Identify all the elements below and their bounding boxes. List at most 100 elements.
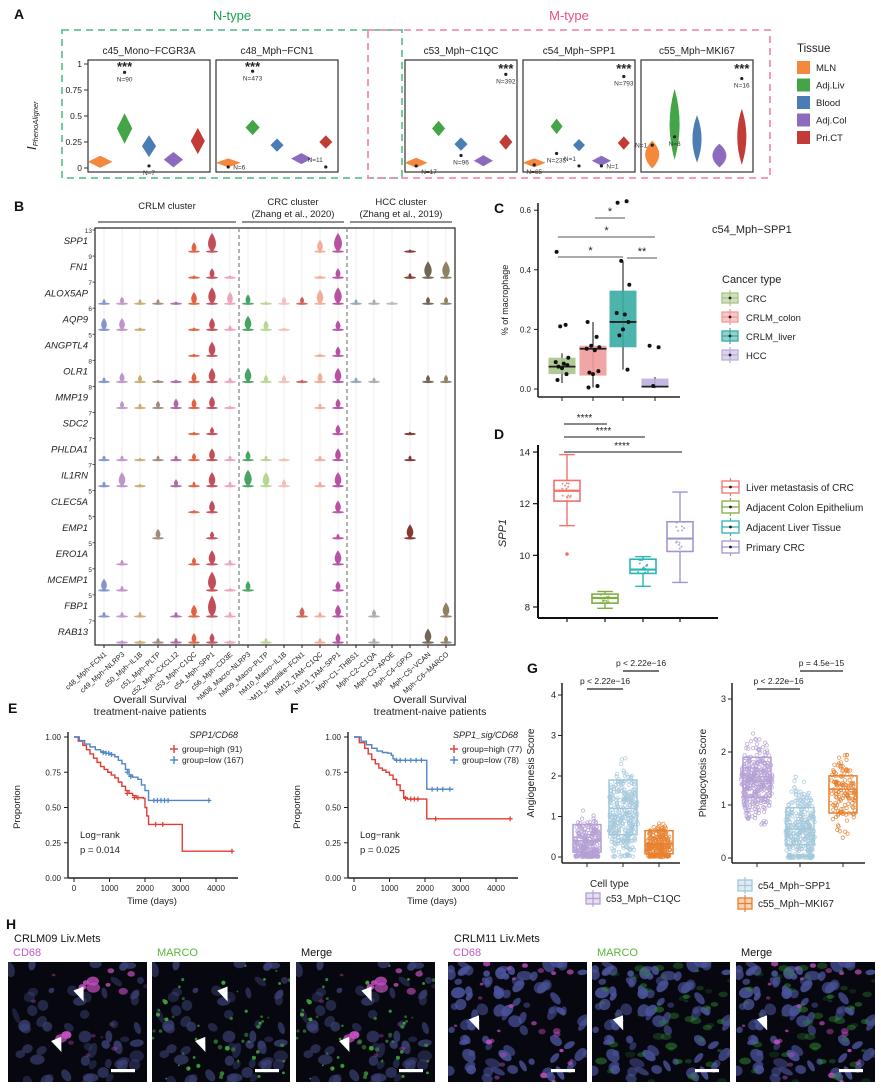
jitter-point bbox=[644, 567, 647, 570]
violin bbox=[156, 637, 160, 643]
marco-signal bbox=[639, 969, 652, 977]
x-tick-label: 2000 bbox=[416, 884, 434, 893]
violin bbox=[245, 119, 260, 136]
cd68-signal bbox=[537, 968, 545, 974]
nucleus bbox=[811, 1002, 819, 1008]
marco-signal bbox=[783, 969, 796, 977]
nucleus bbox=[205, 1069, 216, 1082]
jitter-point bbox=[851, 781, 856, 787]
micrograph-image bbox=[296, 962, 435, 1082]
nucleus bbox=[736, 969, 744, 980]
nucleus bbox=[507, 965, 516, 976]
jitter-point bbox=[760, 745, 766, 750]
nucleus bbox=[88, 1060, 97, 1070]
jitter-point bbox=[787, 855, 793, 860]
nucleus bbox=[28, 962, 36, 971]
scale-bar bbox=[695, 1069, 719, 1073]
violin bbox=[299, 296, 305, 304]
jitter-point bbox=[574, 854, 580, 859]
nucleus bbox=[79, 1009, 90, 1019]
violin bbox=[138, 403, 142, 408]
cd68-signal bbox=[840, 1027, 849, 1034]
nucleus bbox=[528, 1058, 535, 1065]
violin bbox=[174, 379, 178, 382]
violin bbox=[318, 275, 322, 278]
nucleus bbox=[424, 976, 432, 984]
nucleus bbox=[307, 1023, 319, 1034]
nucleus bbox=[89, 962, 102, 969]
cd68-signal bbox=[857, 1059, 862, 1062]
marco-signal bbox=[401, 1074, 405, 1078]
marco-signal bbox=[608, 1041, 619, 1048]
cd68-signal bbox=[479, 982, 484, 986]
nucleus bbox=[317, 1054, 333, 1065]
nucleus bbox=[367, 1009, 378, 1019]
y-axis-label: Proportion bbox=[292, 785, 303, 829]
shape bbox=[728, 334, 732, 338]
jitter-point bbox=[787, 845, 792, 850]
violin bbox=[101, 318, 107, 330]
violin bbox=[209, 448, 215, 461]
panelC-svg: 0.00.20.40.6% of macrophage*** **c54_Mph−… bbox=[500, 199, 801, 401]
cd68-signal bbox=[839, 971, 845, 976]
violin bbox=[119, 296, 125, 304]
nucleus bbox=[750, 1048, 764, 1063]
violin bbox=[228, 481, 232, 487]
data-point bbox=[617, 333, 622, 338]
subplot-title: c45_Mono−FCGR3A bbox=[102, 46, 195, 57]
marco-signal bbox=[330, 1066, 335, 1071]
panel-g-score-boxplots: 0 1 2 3 4 Angiogenesis Score p < 2.22e−16 p < 2… bbox=[520, 655, 881, 925]
marco-signal bbox=[647, 1079, 656, 1082]
jitter-point bbox=[626, 790, 631, 795]
jitter-point bbox=[837, 755, 842, 760]
n-count-label: N=96 bbox=[453, 160, 469, 167]
legend-glyph bbox=[721, 290, 739, 306]
nucleus bbox=[485, 1042, 493, 1051]
cd68-signal bbox=[100, 1036, 104, 1039]
violin bbox=[163, 152, 184, 168]
jitter-point bbox=[745, 741, 750, 747]
violin bbox=[138, 299, 142, 304]
gene-axis-tick: 5 bbox=[88, 332, 92, 339]
cd68-signal bbox=[127, 971, 135, 977]
panelA-svg: IPhenoAligner N-type M-type c45_Mono−FCGR3A… bbox=[24, 8, 847, 179]
nucleus bbox=[838, 1052, 848, 1063]
violin bbox=[209, 396, 215, 408]
jitter-point bbox=[601, 599, 604, 602]
violin bbox=[101, 578, 107, 591]
channel-label: CD68 bbox=[13, 947, 41, 959]
p-value: p < 2.22e−16 bbox=[753, 676, 803, 686]
jitter-point bbox=[583, 826, 588, 831]
nucleus bbox=[457, 967, 468, 976]
jitter-point bbox=[591, 827, 596, 832]
legend-label: CRC bbox=[746, 294, 767, 305]
marco-signal bbox=[668, 1012, 680, 1019]
nucleus bbox=[232, 1042, 242, 1058]
marco-signal bbox=[282, 1059, 286, 1063]
shape bbox=[729, 525, 732, 529]
nucleus bbox=[29, 1054, 45, 1065]
jitter-point bbox=[603, 599, 606, 602]
nucleus bbox=[113, 1040, 122, 1050]
jitter-point bbox=[626, 841, 631, 846]
nucleus bbox=[694, 992, 705, 1005]
marco-signal bbox=[424, 1043, 429, 1048]
jitter-point bbox=[792, 785, 797, 790]
violin bbox=[454, 137, 468, 151]
nucleus bbox=[694, 962, 707, 968]
panel-e-survival-curve: Overall Survival treatment-naive patients… bbox=[0, 690, 290, 920]
micrograph-image bbox=[8, 962, 147, 1082]
cd68-signal bbox=[370, 980, 378, 986]
violin bbox=[316, 289, 324, 304]
marco-signal bbox=[419, 969, 422, 973]
nucleus bbox=[401, 1040, 410, 1050]
jitter-point bbox=[621, 768, 626, 773]
jitter-point bbox=[568, 496, 571, 499]
nucleus bbox=[645, 1004, 658, 1017]
violin bbox=[138, 327, 142, 330]
marco-signal bbox=[828, 999, 833, 1003]
legend-swatch bbox=[797, 113, 810, 127]
marco-signal bbox=[213, 1039, 219, 1044]
marco-signal bbox=[197, 1024, 200, 1028]
